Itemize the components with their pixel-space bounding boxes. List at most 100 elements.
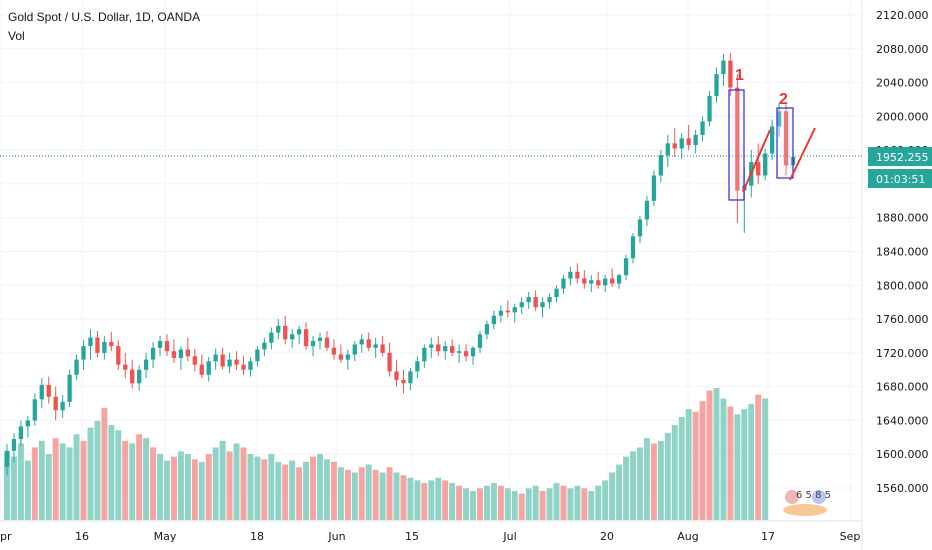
annotation-box-1[interactable]: 1 — [728, 67, 745, 201]
candle — [88, 329, 93, 360]
candle — [32, 393, 37, 426]
candle-body — [95, 337, 100, 353]
candle — [157, 335, 163, 357]
volume-indicator-label[interactable]: Vol — [8, 29, 25, 43]
candle-body — [623, 258, 629, 276]
volume-bar — [24, 460, 31, 520]
candle-body — [380, 344, 385, 353]
volume-bar — [80, 440, 87, 520]
candle — [255, 346, 260, 367]
candle — [303, 322, 309, 350]
candle-body — [470, 347, 476, 357]
candle-body — [783, 111, 789, 166]
candle-body — [213, 354, 218, 362]
volume-bar — [233, 443, 240, 520]
volume-bar — [303, 461, 310, 520]
volume-bar — [261, 459, 268, 520]
current-price-badge-bg — [868, 147, 932, 166]
candle-body — [234, 359, 239, 365]
volume-bar — [504, 488, 511, 520]
candle — [401, 369, 406, 394]
price-tick-label: 1800.000 — [876, 279, 929, 292]
candle-body — [630, 236, 636, 259]
candle-body — [39, 384, 44, 400]
volume-bar — [275, 461, 282, 520]
candle — [526, 292, 531, 309]
price-axis[interactable]: 2120.0002080.0002040.0002000.0001960.000… — [876, 9, 929, 495]
annotation-rect-1 — [728, 89, 745, 201]
price-tick-label: 1840.000 — [876, 246, 929, 259]
price-tick-label: 1680.000 — [876, 381, 929, 394]
candle — [408, 368, 413, 391]
candle — [721, 53, 726, 86]
volume-bar — [463, 488, 470, 520]
candle-body — [498, 310, 504, 316]
candle-body — [672, 143, 677, 149]
candle-body — [74, 359, 79, 375]
candle — [310, 335, 316, 357]
trend-line-1[interactable] — [742, 129, 771, 193]
candle — [171, 339, 177, 363]
volume-bar — [734, 414, 741, 520]
candle — [262, 337, 267, 357]
volume-bar — [268, 454, 275, 520]
candle-body — [143, 359, 149, 370]
candle — [477, 330, 483, 353]
candle — [456, 344, 462, 363]
candle — [707, 91, 712, 127]
candle — [484, 320, 490, 340]
candle — [589, 275, 594, 293]
candle-body — [269, 332, 274, 343]
candle-body — [81, 346, 86, 360]
time-tick-label: Aug — [677, 530, 698, 543]
candle — [206, 357, 211, 382]
countdown-badge-bg — [868, 169, 932, 188]
candle-body — [533, 297, 538, 308]
volume-bar — [73, 434, 80, 520]
candle-body — [589, 280, 594, 284]
candle-body — [721, 60, 726, 75]
candle-body — [415, 361, 420, 372]
candle-body — [728, 60, 733, 88]
candle — [213, 348, 218, 370]
candle-body — [540, 302, 545, 308]
candle-body — [763, 153, 768, 176]
candle-body — [25, 420, 31, 427]
volume-bar — [219, 440, 226, 520]
volume-bar — [490, 483, 497, 520]
volume-bar — [720, 398, 727, 520]
time-axis[interactable]: pr 16 May 18 Jun 15 Jul 20 Aug 17 Sep — [0, 530, 860, 543]
annotation-box-2[interactable]: 2 — [776, 91, 794, 179]
candle-body — [366, 339, 371, 348]
volume-bar — [344, 469, 351, 520]
candle — [700, 116, 705, 142]
candle — [109, 331, 114, 352]
candle — [450, 339, 455, 357]
volume-bar — [685, 409, 692, 520]
volume-bar — [205, 454, 212, 520]
time-tick-label: 17 — [761, 530, 775, 543]
volume-bar — [518, 493, 525, 520]
volume-bar — [296, 467, 303, 520]
time-tick-label: pr — [0, 530, 12, 543]
candle-body — [373, 344, 378, 348]
volume-bar — [310, 456, 317, 520]
volume-bar — [435, 477, 442, 520]
candle-body — [241, 364, 246, 370]
candle-body — [554, 288, 559, 298]
volume-bar — [379, 472, 386, 520]
volume-bar — [317, 454, 323, 520]
trend-line-2[interactable] — [789, 127, 816, 181]
candle-body — [192, 356, 197, 365]
candle-body — [450, 346, 455, 353]
candle — [415, 356, 420, 379]
candle-body — [387, 352, 392, 372]
volume-bar — [282, 464, 289, 520]
candle — [568, 266, 573, 286]
candle-body — [331, 347, 337, 355]
candle — [491, 310, 497, 330]
volume-bar — [157, 454, 164, 520]
candle-body — [283, 325, 288, 340]
volume-bar — [31, 447, 38, 520]
